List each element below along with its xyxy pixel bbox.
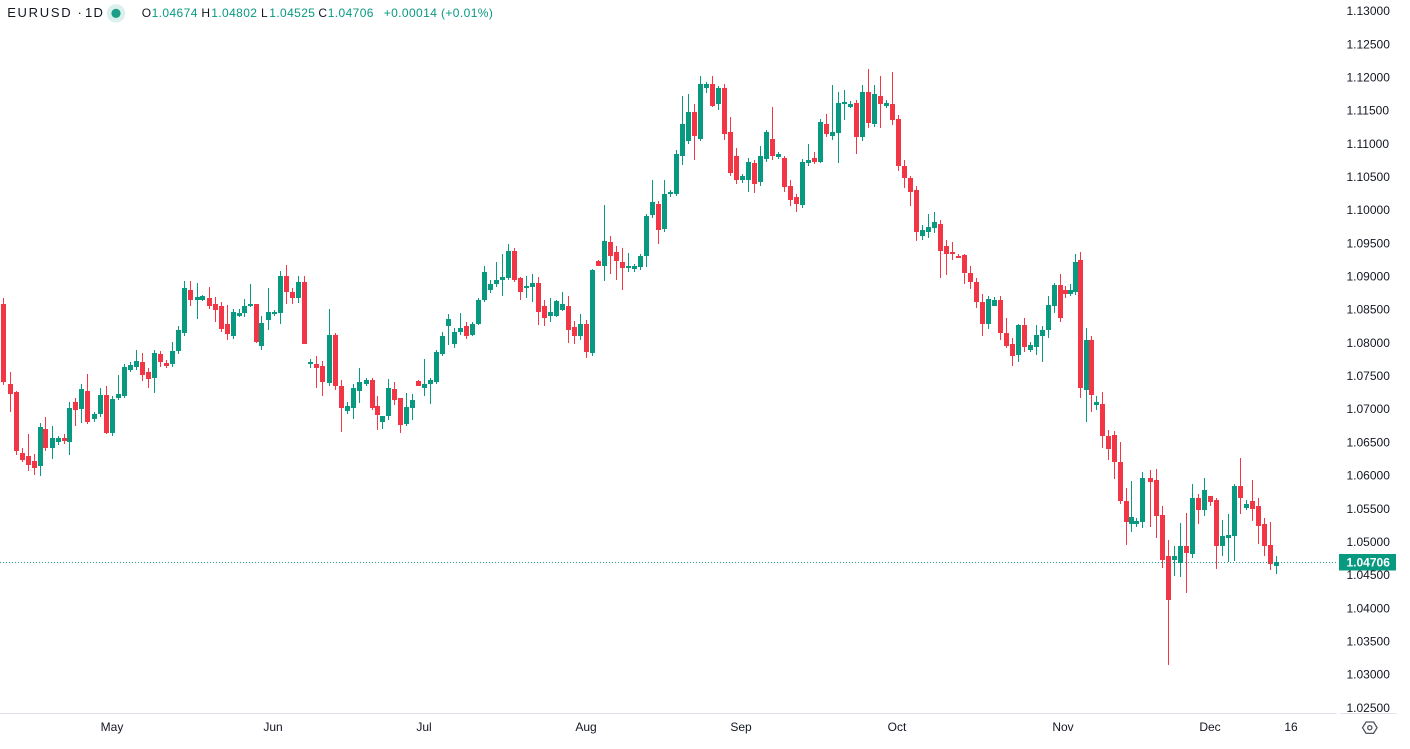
svg-text:1.08000: 1.08000 xyxy=(1347,336,1391,350)
svg-text:1.04802: 1.04802 xyxy=(211,6,257,20)
svg-text:·: · xyxy=(78,5,82,20)
svg-text:1.10500: 1.10500 xyxy=(1347,170,1391,184)
svg-text:1.06000: 1.06000 xyxy=(1347,469,1391,483)
svg-text:May: May xyxy=(101,720,124,734)
svg-text:1.04000: 1.04000 xyxy=(1347,601,1391,615)
svg-text:1.11000: 1.11000 xyxy=(1347,137,1390,151)
svg-text:O: O xyxy=(142,6,152,20)
svg-text:1.03000: 1.03000 xyxy=(1347,668,1391,682)
svg-text:EURUSD: EURUSD xyxy=(7,5,72,20)
svg-text:Sep: Sep xyxy=(730,720,752,734)
svg-text:1.04706: 1.04706 xyxy=(328,6,374,20)
svg-text:C: C xyxy=(318,6,327,20)
svg-text:Oct: Oct xyxy=(888,720,907,734)
svg-text:1.13000: 1.13000 xyxy=(1347,4,1391,18)
svg-text:Nov: Nov xyxy=(1052,720,1073,734)
svg-text:1.04525: 1.04525 xyxy=(269,6,315,20)
svg-text:1.04674: 1.04674 xyxy=(152,6,198,20)
svg-text:Jun: Jun xyxy=(263,720,282,734)
svg-text:1.09500: 1.09500 xyxy=(1347,236,1391,250)
svg-text:1.12000: 1.12000 xyxy=(1347,71,1391,85)
svg-text:1.04706: 1.04706 xyxy=(1347,556,1391,570)
svg-text:1.04500: 1.04500 xyxy=(1347,568,1391,582)
svg-text:1.05000: 1.05000 xyxy=(1347,535,1391,549)
svg-text:L: L xyxy=(261,6,268,20)
svg-text:1.05500: 1.05500 xyxy=(1347,502,1391,516)
svg-text:Jul: Jul xyxy=(416,720,431,734)
svg-text:1.08500: 1.08500 xyxy=(1347,303,1391,317)
svg-text:1.07000: 1.07000 xyxy=(1347,402,1391,416)
svg-text:1.10000: 1.10000 xyxy=(1347,203,1391,217)
svg-text:1.03500: 1.03500 xyxy=(1347,634,1391,648)
svg-text:16: 16 xyxy=(1284,720,1298,734)
svg-text:1.07500: 1.07500 xyxy=(1347,369,1391,383)
svg-text:1.09000: 1.09000 xyxy=(1347,270,1391,284)
svg-text:Aug: Aug xyxy=(575,720,596,734)
svg-text:1.12500: 1.12500 xyxy=(1347,37,1391,51)
svg-text:1.02500: 1.02500 xyxy=(1347,701,1391,715)
svg-text:1.06500: 1.06500 xyxy=(1347,435,1391,449)
svg-text:Dec: Dec xyxy=(1199,720,1220,734)
svg-text:H: H xyxy=(201,6,210,20)
svg-text:1D: 1D xyxy=(85,5,104,20)
svg-text:+0.00014 (+0.01%): +0.00014 (+0.01%) xyxy=(384,6,494,20)
svg-text:1.11500: 1.11500 xyxy=(1347,104,1390,118)
